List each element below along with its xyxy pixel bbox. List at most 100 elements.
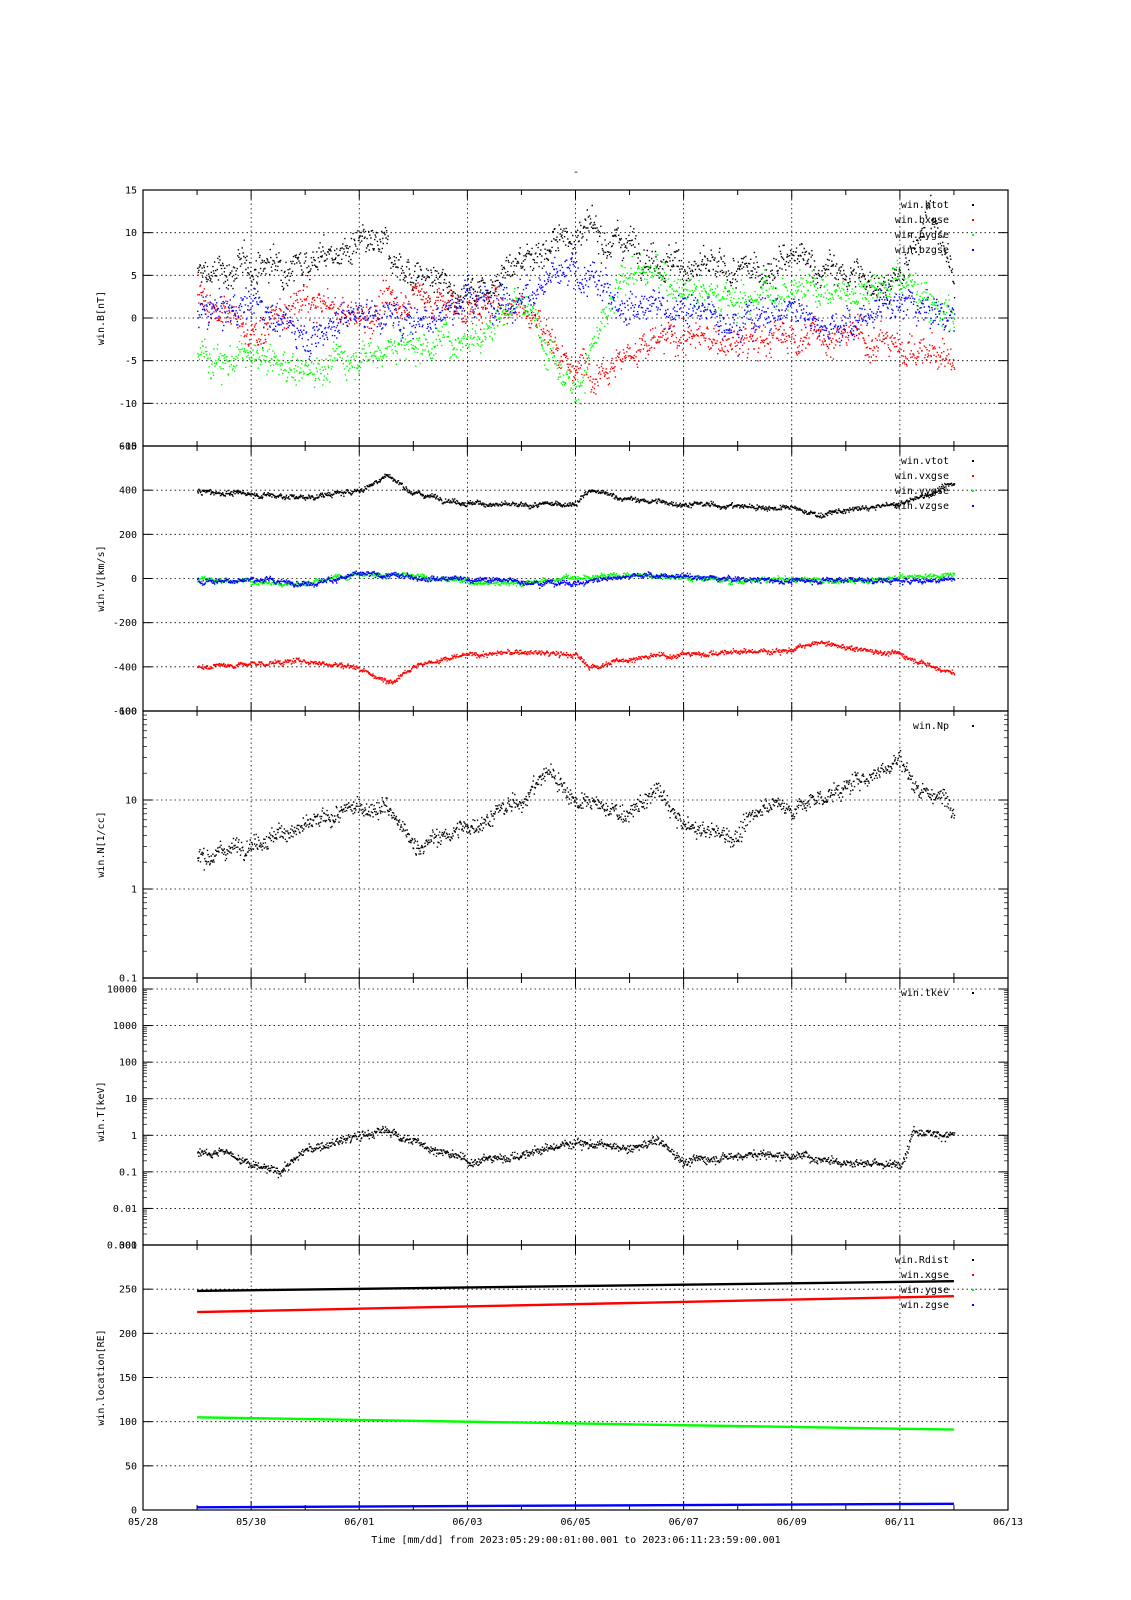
- x-tick-label: 06/11: [885, 1517, 915, 1528]
- series-line: [197, 1295, 954, 1314]
- y-tick-label: 600: [119, 442, 137, 453]
- page-title: -: [573, 167, 579, 178]
- legend-entry: win.bxgse: [895, 215, 949, 226]
- series-win-xgse: [197, 1295, 954, 1314]
- series-points: [197, 473, 956, 519]
- series-win-Rdist: [197, 1280, 954, 1293]
- y-tick-label: 150: [119, 1373, 137, 1384]
- y-tick-label: 300: [119, 1241, 137, 1252]
- y-tick-label: -400: [113, 662, 137, 673]
- legend-entry: win.zgse: [901, 1300, 949, 1311]
- legend-marker: [972, 234, 974, 236]
- x-tick-label: 06/13: [993, 1517, 1023, 1528]
- legend-marker: [972, 219, 974, 221]
- legend-entry: win.tkev: [901, 988, 949, 999]
- legend-marker: [972, 1259, 974, 1261]
- series-win-tkev: [197, 1125, 956, 1179]
- y-tick-label: 0.01: [113, 1204, 137, 1215]
- series-points: [197, 570, 956, 589]
- series-points: [197, 254, 956, 405]
- y-tick-label: 250: [119, 1285, 137, 1296]
- y-tick-label: 100: [119, 1417, 137, 1428]
- y-tick-label: 1: [131, 1131, 137, 1142]
- series-win-bxgse: [197, 274, 956, 395]
- y-tick-label: 10: [125, 1094, 137, 1105]
- x-tick-label: 05/30: [236, 1517, 266, 1528]
- x-axis-label: Time [mm/dd] from 2023:05:29:00:01:00.00…: [371, 1535, 780, 1546]
- y-tick-label: 50: [125, 1461, 137, 1472]
- legend-entry: win.Np: [913, 721, 949, 732]
- y-tick-label: 15: [125, 186, 137, 197]
- y-tick-label: 1000: [113, 1021, 137, 1032]
- legend-marker: [972, 249, 974, 251]
- series-win-vtot: [197, 473, 956, 519]
- legend: win.btot win.bxgse win.bygse win.bzgse: [895, 200, 974, 256]
- legend-entry: win.bygse: [895, 230, 949, 241]
- legend-marker: [972, 725, 974, 727]
- legend-marker: [972, 505, 974, 507]
- y-axis-label: win.location[RE]: [96, 1329, 107, 1425]
- legend-marker: [972, 460, 974, 462]
- series-points: [197, 274, 956, 395]
- y-tick-label: 0.1: [119, 974, 137, 985]
- x-tick-label: 05/28: [128, 1517, 158, 1528]
- legend-entry: win.ygse: [901, 1285, 949, 1296]
- series-points: [197, 194, 956, 312]
- legend: win.Np: [913, 721, 974, 732]
- legend-marker: [972, 1289, 974, 1291]
- legend-marker: [972, 1274, 974, 1276]
- series-win-bygse: [197, 254, 956, 405]
- legend: win.Rdist win.xgse win.ygse win.zgse: [895, 1255, 974, 1311]
- y-tick-label: 400: [119, 486, 137, 497]
- series-win-btot: [197, 194, 956, 312]
- y-tick-label: 10: [125, 228, 137, 239]
- panel-3: 0.1 1 10 100 win.N[1/cc] win.Np: [96, 707, 1009, 985]
- y-tick-label: 0.1: [119, 1167, 137, 1178]
- y-tick-label: -200: [113, 618, 137, 629]
- series-win-ygse: [197, 1416, 954, 1431]
- series-points: [197, 1125, 956, 1179]
- legend-marker: [972, 490, 974, 492]
- legend-entry: win.xgse: [901, 1270, 949, 1281]
- series-win-vzgse: [197, 570, 956, 589]
- legend: win.tkev: [901, 988, 974, 999]
- x-tick-label: 06/01: [344, 1517, 374, 1528]
- legend-entry: win.vtot: [901, 456, 949, 467]
- x-tick-label: 06/07: [669, 1517, 699, 1528]
- legend-marker: [972, 475, 974, 477]
- legend-entry: win.btot: [901, 200, 949, 211]
- x-tick-label: 06/09: [777, 1517, 807, 1528]
- legend-entry: win.Rdist: [895, 1255, 949, 1266]
- y-tick-label: 200: [119, 530, 137, 541]
- legend: win.vtot win.vxgse win.vygse win.vzgse: [895, 456, 974, 512]
- legend-marker: [972, 1304, 974, 1306]
- legend-entry: win.bzgse: [895, 245, 949, 256]
- y-axis-label: win.N[1/cc]: [96, 811, 107, 877]
- series-points: [197, 640, 956, 685]
- legend-entry: win.vzgse: [895, 501, 949, 512]
- panel-4: 0.001 0.01 0.1 1 10 100 1000 10000 win.T[keV] win…: [96, 977, 1009, 1252]
- panel-frame: [142, 710, 1009, 979]
- series-line: [197, 1416, 954, 1431]
- series-line: [197, 1502, 954, 1509]
- panel-frame: [142, 1244, 1009, 1511]
- y-tick-label: -600: [113, 707, 137, 718]
- series-win-Np: [197, 750, 956, 871]
- series-line: [197, 1280, 954, 1293]
- series-points: [197, 750, 956, 871]
- panel-1: -15 -10 -5 0 5 10 15 win.B[nT] win.btot win.bxgse…: [96, 186, 1009, 453]
- y-tick-label: 0: [131, 1506, 137, 1517]
- y-tick-label: 100: [119, 707, 137, 718]
- x-tick-label: 06/05: [560, 1517, 590, 1528]
- series-win-vxgse: [197, 640, 956, 685]
- x-tick-label: 06/03: [452, 1517, 482, 1528]
- legend-marker: [972, 204, 974, 206]
- y-tick-label: 10000: [107, 985, 137, 996]
- y-tick-label: -15: [119, 442, 137, 453]
- y-tick-label: 0: [131, 574, 137, 585]
- legend-entry: win.vygse: [895, 486, 949, 497]
- y-tick-label: 10: [125, 796, 137, 807]
- y-tick-label: 5: [131, 271, 137, 282]
- y-axis-label: win.B[nT]: [96, 291, 107, 345]
